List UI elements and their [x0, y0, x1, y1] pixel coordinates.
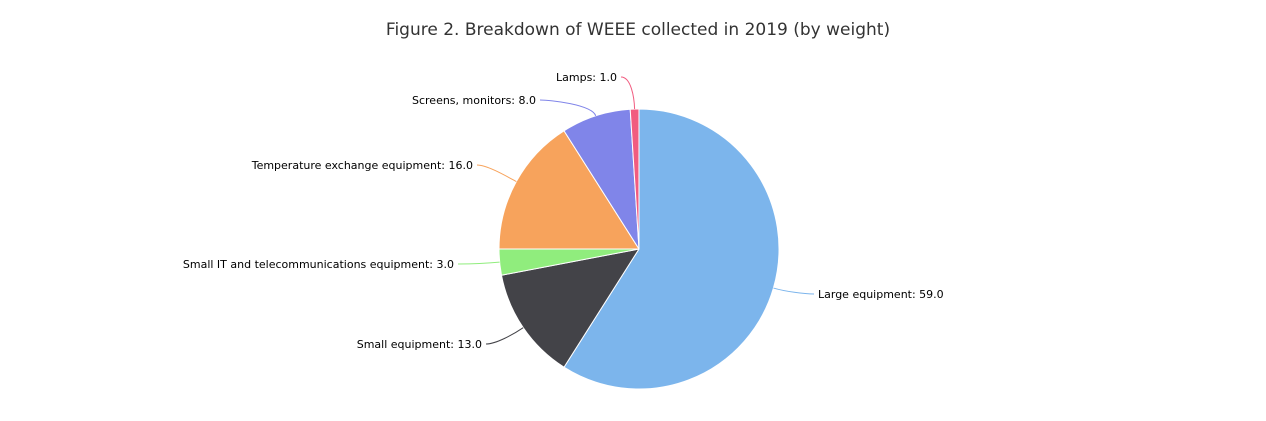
- connector-screens-monitors: [539, 99, 597, 117]
- label-connectors: [457, 76, 815, 345]
- label-temperature-exchange-equipment: Temperature exchange equipment: 16.0: [251, 159, 473, 172]
- connector-large-equipment: [773, 287, 815, 295]
- connector-small-it-and-telecommunications-equipment: [457, 261, 500, 265]
- label-lamps: Lamps: 1.0: [556, 71, 617, 84]
- label-small-equipment: Small equipment: 13.0: [357, 338, 482, 351]
- slice-large-equipment[interactable]: [563, 108, 780, 390]
- pie-slices: [498, 108, 780, 390]
- label-screens-monitors: Screens, monitors: 8.0: [412, 94, 536, 107]
- chart-title: Figure 2. Breakdown of WEEE collected in…: [385, 20, 891, 40]
- label-small-it-and-telecommunications-equipment: Small IT and telecommunications equipmen…: [183, 258, 454, 271]
- label-large-equipment: Large equipment: 59.0: [818, 288, 944, 301]
- connector-small-equipment: [485, 327, 524, 345]
- connector-temperature-exchange-equipment: [476, 164, 517, 182]
- data-labels: Large equipment: 59.0 Small equipment: 13…: [183, 71, 944, 351]
- slice-small-equipment[interactable]: [500, 248, 640, 368]
- connector-lamps: [620, 76, 636, 110]
- slice-temperature-exchange-equipment[interactable]: [498, 130, 640, 250]
